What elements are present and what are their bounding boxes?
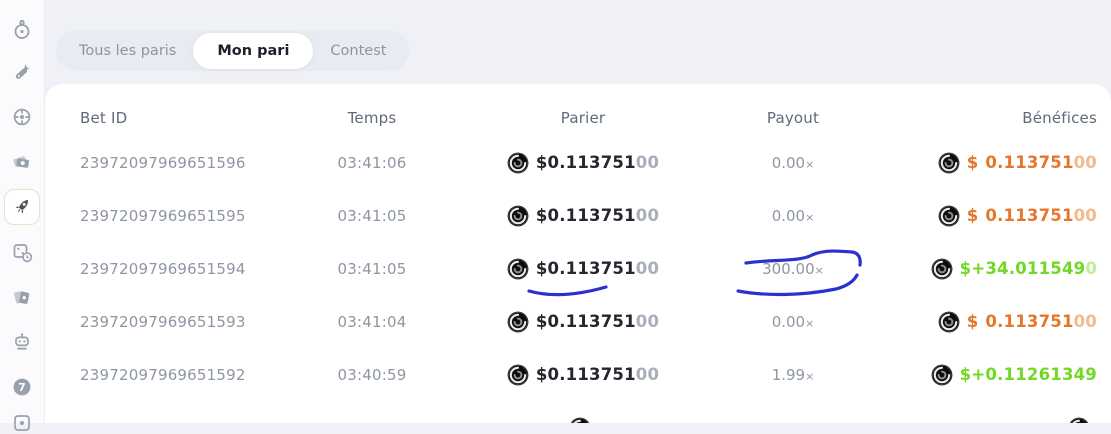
robot-game-icon[interactable] xyxy=(11,331,33,353)
multiply-sign: × xyxy=(805,210,815,224)
table-row: 23972097969651595 03:41:05 $0.11375100 0… xyxy=(80,189,1111,242)
bet-amount-main: $0.113751 xyxy=(535,312,636,331)
column-header-temps: Temps xyxy=(347,109,397,127)
coin-icon xyxy=(507,311,529,333)
bet-id-value: 23972097969651595 xyxy=(80,206,246,225)
bet-amount-faded: 00 xyxy=(635,365,660,384)
coin-icon xyxy=(507,152,529,174)
profit-amount: $0.11375100 xyxy=(872,311,1111,333)
profit-amount-faded: 00 xyxy=(1073,153,1097,172)
profit-sign: $+ xyxy=(959,365,986,384)
profit-amount: $+34.0115490 xyxy=(872,258,1111,280)
timer-game-icon[interactable] xyxy=(11,19,33,41)
bet-time-value: 03:41:05 xyxy=(337,206,407,225)
bet-amount: $0.11375100 xyxy=(452,205,714,227)
payout-multiplier: 0.00× xyxy=(771,312,815,331)
flying-cash-game-icon[interactable] xyxy=(11,150,33,172)
profit-sign: $ xyxy=(966,312,979,331)
profit-amount-main: 0.11261349 xyxy=(985,365,1097,384)
multiply-sign: × xyxy=(814,263,824,277)
bets-filter-tabs: Tous les paris Mon pari Contest xyxy=(56,30,410,71)
payout-multiplier: 0.00× xyxy=(771,153,815,172)
bet-id-value: 23972097969651594 xyxy=(80,259,246,278)
table-row: 23972097969651592 03:40:59 $0.11375100 1… xyxy=(80,348,1111,401)
bet-amount-main: $0.113751 xyxy=(535,259,636,278)
tab-contest[interactable]: Contest xyxy=(330,42,387,59)
coin-icon xyxy=(507,364,529,386)
coin-icon xyxy=(938,311,960,333)
profit-sign: $+ xyxy=(959,259,986,278)
bet-amount-main: $0.113751 xyxy=(535,365,636,384)
column-header-bet-id: Bet ID xyxy=(80,109,128,127)
coin-icon xyxy=(1068,417,1090,424)
profit-amount-faded: 00 xyxy=(1073,206,1097,225)
table-row: 23972097969651596 03:41:06 $0.11375100 0… xyxy=(80,136,1111,189)
bet-amount-main: $0.113751 xyxy=(535,153,636,172)
coin-icon xyxy=(938,205,960,227)
frame-game-icon[interactable] xyxy=(11,412,33,434)
bet-amount-faded: 00 xyxy=(635,153,660,172)
bet-amount: $0.11375100 xyxy=(452,364,714,386)
coin-icon xyxy=(931,364,953,386)
table-row: 23972097969651594 03:41:05 $0.11375100 3… xyxy=(80,242,1111,295)
multiply-sign: × xyxy=(805,157,815,171)
profit-amount: $0.11375100 xyxy=(872,205,1111,227)
tab-tous-les-paris[interactable]: Tous les paris xyxy=(79,42,177,59)
slots-seven-game-icon[interactable]: 7 xyxy=(11,376,33,398)
cards-game-icon[interactable] xyxy=(11,286,33,308)
column-header-payout: Payout xyxy=(766,109,820,127)
profit-amount-main: 0.113751 xyxy=(985,312,1074,331)
wheel-game-icon[interactable] xyxy=(11,106,33,128)
svg-text:7: 7 xyxy=(18,381,26,394)
payout-multiplier: 1.99× xyxy=(771,365,815,384)
table-row xyxy=(80,401,1111,423)
profit-amount xyxy=(872,417,1111,424)
profit-amount: $0.11375100 xyxy=(872,152,1111,174)
bet-time-value: 03:41:05 xyxy=(337,259,407,278)
bet-amount-faded: 00 xyxy=(635,312,660,331)
coin-icon xyxy=(931,258,953,280)
bet-amount-main: $0.113751 xyxy=(535,206,636,225)
column-header-parier: Parier xyxy=(560,109,606,127)
bet-id-value: 23972097969651596 xyxy=(80,153,246,172)
tab-mon-pari[interactable]: Mon pari xyxy=(193,32,314,69)
bet-amount-faded: 00 xyxy=(635,259,660,278)
bet-id-value: 23972097969651593 xyxy=(80,312,246,331)
bet-time-value: 03:41:06 xyxy=(337,153,407,172)
bet-time-value: 03:41:04 xyxy=(337,312,407,331)
profit-amount-main: 0.113751 xyxy=(985,153,1074,172)
bet-amount xyxy=(452,417,714,424)
profit-sign: $ xyxy=(966,153,979,172)
coin-icon xyxy=(938,152,960,174)
rocket-crash-game-icon[interactable] xyxy=(11,196,33,218)
coin-icon xyxy=(507,205,529,227)
multiply-sign: × xyxy=(805,316,815,330)
coin-icon xyxy=(507,258,529,280)
bet-id-value: 23972097969651592 xyxy=(80,365,246,384)
profit-amount-main: 34.011549 xyxy=(985,259,1086,278)
bet-time-value: 03:40:59 xyxy=(337,365,407,384)
torpedo-game-icon[interactable] xyxy=(11,62,33,84)
bet-amount: $0.11375100 xyxy=(452,311,714,333)
profit-sign: $ xyxy=(966,206,979,225)
table-row: 23972097969651593 03:41:04 $0.11375100 0… xyxy=(80,295,1111,348)
profit-amount-faded: 0 xyxy=(1085,259,1097,278)
games-sidebar: 7 xyxy=(0,0,45,431)
profit-amount-faded: 00 xyxy=(1073,312,1097,331)
profit-amount: $+0.11261349 xyxy=(872,364,1111,386)
bet-amount-faded: 00 xyxy=(635,206,660,225)
dice-time-game-icon[interactable] xyxy=(11,241,33,263)
payout-multiplier: 300.00× xyxy=(762,259,824,278)
column-header-benefices: Bénéfices xyxy=(1022,109,1097,127)
payout-multiplier: 0.00× xyxy=(771,206,815,225)
multiply-sign: × xyxy=(805,369,815,383)
bet-amount: $0.11375100 xyxy=(452,152,714,174)
bets-history-card: Bet ID Temps Parier Payout Bénéfices 239… xyxy=(45,84,1111,423)
bet-amount: $0.11375100 xyxy=(452,258,714,280)
profit-amount-main: 0.113751 xyxy=(985,206,1074,225)
coin-icon xyxy=(569,417,591,424)
table-header-row: Bet ID Temps Parier Payout Bénéfices xyxy=(80,100,1111,136)
table-body: 23972097969651596 03:41:06 $0.11375100 0… xyxy=(80,136,1111,423)
